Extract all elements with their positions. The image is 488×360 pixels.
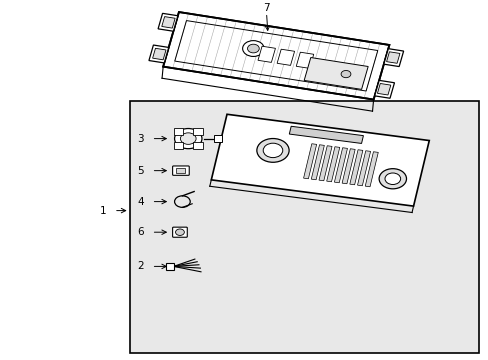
Circle shape — [336, 67, 355, 81]
Bar — [176, 168, 184, 173]
Polygon shape — [304, 58, 367, 89]
Circle shape — [174, 129, 202, 149]
Text: 3: 3 — [137, 134, 144, 144]
FancyBboxPatch shape — [172, 166, 189, 175]
Polygon shape — [211, 114, 428, 206]
Circle shape — [256, 139, 288, 162]
Polygon shape — [193, 128, 203, 135]
Polygon shape — [374, 80, 394, 98]
Polygon shape — [149, 45, 168, 63]
Bar — [213, 135, 222, 142]
Polygon shape — [357, 151, 370, 186]
Polygon shape — [349, 150, 362, 185]
Circle shape — [263, 143, 282, 158]
Polygon shape — [296, 52, 313, 68]
FancyBboxPatch shape — [172, 227, 187, 237]
Polygon shape — [173, 142, 183, 149]
Polygon shape — [334, 148, 347, 183]
Polygon shape — [163, 12, 388, 100]
Bar — [129, 101, 478, 353]
Text: 4: 4 — [137, 197, 144, 207]
Polygon shape — [162, 17, 175, 28]
Polygon shape — [318, 146, 331, 181]
Text: 1: 1 — [100, 206, 106, 216]
Polygon shape — [258, 46, 275, 62]
Polygon shape — [326, 147, 339, 182]
Bar — [165, 263, 173, 270]
Text: 6: 6 — [137, 227, 144, 237]
Circle shape — [242, 41, 264, 57]
Polygon shape — [152, 48, 165, 60]
Polygon shape — [289, 126, 363, 143]
Polygon shape — [383, 49, 403, 67]
Polygon shape — [342, 149, 354, 184]
Polygon shape — [365, 152, 378, 187]
Text: 7: 7 — [263, 3, 269, 13]
Polygon shape — [173, 128, 183, 135]
Circle shape — [341, 71, 350, 78]
Circle shape — [247, 44, 259, 53]
Polygon shape — [377, 84, 390, 95]
Polygon shape — [311, 145, 324, 180]
Circle shape — [180, 133, 196, 144]
Circle shape — [384, 173, 400, 185]
Polygon shape — [386, 52, 399, 63]
Polygon shape — [158, 13, 178, 31]
Circle shape — [175, 229, 184, 235]
Polygon shape — [303, 144, 316, 179]
Text: 2: 2 — [137, 261, 144, 271]
Text: 5: 5 — [137, 166, 144, 176]
Polygon shape — [277, 49, 294, 66]
Polygon shape — [193, 142, 203, 149]
Circle shape — [378, 169, 406, 189]
